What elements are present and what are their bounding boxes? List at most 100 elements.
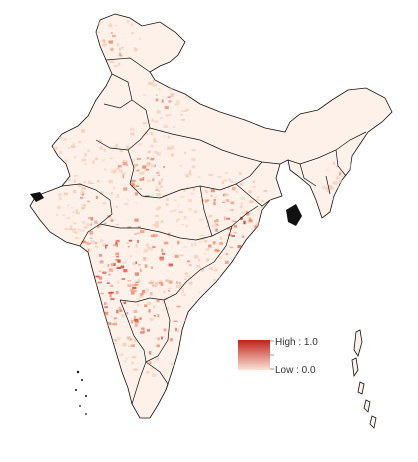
heat-cell	[130, 181, 133, 184]
heat-cell	[102, 202, 107, 205]
heat-cell	[169, 210, 173, 212]
heat-cell	[181, 288, 185, 290]
heat-cell	[185, 175, 190, 178]
heat-cell	[60, 311, 65, 313]
heat-cell	[123, 269, 128, 273]
heat-cell	[147, 179, 151, 183]
heat-cell	[263, 190, 268, 193]
heat-cell	[123, 261, 127, 264]
heat-cell	[148, 309, 151, 313]
heat-cell	[179, 254, 184, 257]
heat-cell	[83, 181, 86, 184]
heat-cell	[70, 225, 73, 229]
heat-cell	[129, 255, 133, 258]
heat-cell	[225, 260, 229, 264]
heat-cell	[254, 225, 256, 229]
heat-cell	[84, 163, 87, 166]
heat-cell	[108, 179, 113, 184]
heat-cell	[64, 159, 69, 163]
heat-cell	[104, 311, 109, 315]
heat-cell	[161, 248, 164, 252]
heat-cell	[88, 180, 92, 184]
heat-cell	[135, 202, 138, 204]
heat-cell	[55, 213, 58, 216]
heat-cell	[110, 263, 115, 267]
heat-cell	[179, 281, 181, 285]
heat-cell	[227, 234, 232, 236]
heat-cell	[206, 199, 210, 202]
heat-cell	[49, 307, 53, 310]
heat-cell	[255, 199, 260, 202]
heat-cell	[114, 342, 117, 345]
heat-cell	[235, 277, 238, 280]
heat-cell	[78, 228, 81, 231]
heat-cell	[134, 192, 138, 196]
heat-cell	[69, 228, 73, 230]
heat-cell	[81, 129, 85, 133]
heat-cell	[118, 306, 121, 310]
heat-cell	[88, 217, 93, 219]
heat-cell	[163, 124, 168, 129]
heat-cell	[92, 291, 95, 295]
heat-cell	[264, 224, 268, 227]
heat-cell	[260, 246, 263, 249]
legend-gradient-bar	[238, 340, 270, 370]
heat-cell	[333, 181, 338, 185]
heat-cell	[173, 370, 179, 374]
heat-cell	[113, 263, 116, 266]
heat-cell	[154, 164, 156, 167]
heat-cell	[168, 100, 172, 103]
heat-cell	[253, 257, 257, 260]
heat-cell	[131, 344, 135, 347]
heat-cell	[167, 307, 169, 310]
heat-cell	[123, 301, 127, 305]
state-boundaries	[61, 57, 367, 405]
heat-cell	[44, 252, 49, 256]
heat-cell	[115, 291, 119, 294]
heat-cell	[183, 319, 188, 322]
heat-cell	[221, 181, 225, 184]
heat-cell	[161, 336, 163, 340]
heat-cell	[83, 255, 87, 258]
heat-cell	[119, 149, 123, 153]
heat-cell	[145, 288, 149, 292]
heat-cell	[130, 288, 134, 292]
heat-cell	[183, 188, 186, 192]
heat-cell	[170, 145, 175, 150]
heat-cell	[134, 218, 139, 222]
heat-cell	[186, 83, 191, 86]
heat-cell	[252, 180, 256, 183]
heat-cell	[131, 150, 135, 152]
heat-cell	[150, 292, 153, 296]
heat-cell	[249, 200, 254, 204]
heat-cell	[115, 24, 117, 27]
heat-cell	[109, 23, 112, 27]
heat-cell	[117, 62, 121, 66]
heat-cell	[168, 287, 172, 289]
heat-cell	[272, 242, 275, 246]
heat-cell	[164, 241, 169, 245]
heat-cell	[161, 252, 166, 255]
heat-cell	[108, 268, 113, 272]
heat-cell	[351, 179, 356, 183]
heat-cell	[98, 340, 102, 344]
heat-cell	[208, 214, 213, 218]
heat-cell	[72, 282, 74, 286]
heat-cell	[230, 279, 234, 283]
heat-cell	[170, 338, 173, 340]
heat-cell	[184, 151, 187, 154]
heat-cell	[97, 31, 101, 34]
heat-cell	[90, 182, 94, 184]
heat-cell	[59, 150, 62, 154]
heat-cell	[227, 209, 232, 212]
heat-cell	[68, 260, 70, 264]
heat-cell	[166, 197, 169, 202]
heat-cell	[127, 280, 132, 282]
heat-cell	[180, 119, 185, 121]
heat-cell	[200, 238, 203, 241]
heat-cell	[351, 165, 355, 169]
heat-cell	[212, 241, 216, 245]
heat-cell	[354, 172, 359, 175]
heat-cell	[150, 234, 155, 238]
heat-cell	[123, 187, 128, 191]
